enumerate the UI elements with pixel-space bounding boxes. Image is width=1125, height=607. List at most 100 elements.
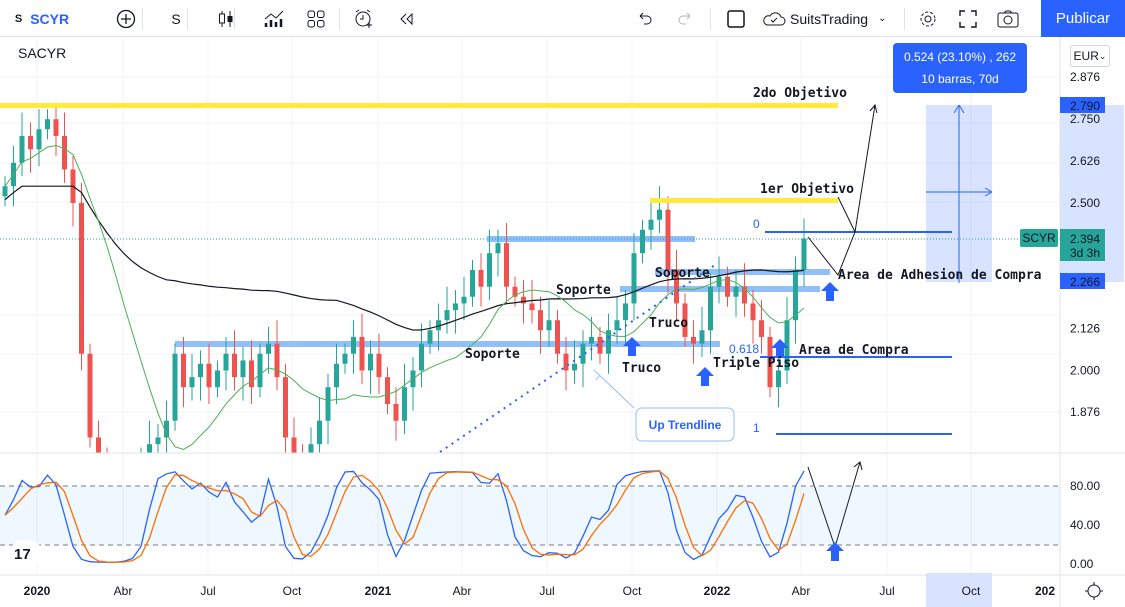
candle	[597, 336, 603, 354]
buy-arrow-icon	[826, 542, 844, 561]
candle	[750, 303, 756, 321]
symbol-button[interactable]: S SCYR	[12, 0, 72, 37]
time-tick: Jul	[879, 584, 894, 598]
support-zone	[175, 341, 720, 347]
candle	[563, 353, 569, 371]
osc-band	[0, 486, 1060, 545]
publish-button[interactable]: Publicar	[1041, 0, 1125, 37]
candle	[487, 253, 492, 287]
candle	[572, 363, 577, 371]
uptrend-label: Up Trendline	[649, 418, 722, 432]
adhesion-label: Area de Adhesion de Compra	[838, 268, 1042, 283]
measure-line1: 0.524 (23.10%) , 262	[903, 50, 1017, 64]
candle	[725, 276, 730, 297]
buy-arrow-icon	[771, 339, 789, 358]
candle	[359, 336, 365, 371]
alert-icon[interactable]	[352, 0, 376, 37]
candle	[699, 330, 705, 344]
support-label: Soporte	[556, 283, 611, 298]
account-menu[interactable]: SuitsTrading ⌄	[761, 0, 901, 37]
layouts-icon[interactable]	[304, 0, 328, 37]
candle	[427, 330, 433, 344]
osc-levels	[0, 485, 1060, 546]
bar-countdown: 3d 3h	[1070, 246, 1100, 260]
candle	[105, 471, 110, 488]
price-tick: 1.876	[1070, 405, 1100, 419]
buy-arrows	[623, 282, 844, 561]
interval-button[interactable]: S	[171, 10, 181, 27]
candle	[708, 286, 713, 331]
candle	[300, 454, 305, 464]
candle	[62, 135, 67, 170]
fullscreen-icon[interactable]	[956, 0, 980, 37]
candle	[147, 444, 152, 453]
candle	[325, 387, 331, 421]
support-zone	[655, 269, 830, 275]
candle	[385, 377, 390, 404]
upper-price-badge	[1060, 97, 1105, 113]
price-axis[interactable]: 2.876 2.750 2.626 2.500 2.126 2.000 1.876 80.00…	[1070, 70, 1100, 571]
support-zone	[620, 286, 820, 292]
undo-icon[interactable]	[634, 0, 656, 37]
fib-618-label: 0.618	[729, 342, 759, 356]
time-tick: 2022	[704, 584, 731, 598]
settings-icon[interactable]	[1085, 582, 1103, 600]
redo-icon[interactable]	[674, 0, 696, 37]
time-tick: Oct	[962, 584, 981, 598]
time-tick: Oct	[623, 584, 642, 598]
candles-icon[interactable]	[214, 0, 238, 37]
candle	[393, 403, 399, 421]
price-chart[interactable]: Up Trendline 2do Objetivo 1er Objetivo S…	[0, 37, 1125, 607]
truco-label: Truco	[649, 316, 688, 331]
candle	[53, 119, 59, 136]
upper-price-value: 2.790	[1070, 99, 1100, 113]
candle	[580, 343, 586, 364]
objective2-line	[0, 103, 838, 108]
time-tick: Abr	[453, 584, 472, 598]
add-symbol-icon[interactable]	[114, 0, 138, 37]
candle	[470, 269, 475, 297]
tradingview-logo-icon[interactable]: 17	[10, 540, 42, 566]
buy-arrow-icon	[623, 337, 641, 356]
replay-icon[interactable]	[394, 0, 418, 37]
candle	[555, 320, 560, 354]
currency-select[interactable]: EUR ⌄	[1070, 45, 1110, 67]
candle	[461, 296, 467, 304]
camera-icon[interactable]	[995, 0, 1021, 37]
candle	[215, 370, 220, 388]
support-label: Soporte	[465, 347, 520, 362]
candle	[28, 135, 33, 150]
time-axis-highlight	[926, 573, 992, 607]
objective1-label: 1er Objetivo	[760, 182, 854, 197]
candle	[436, 320, 441, 331]
osc-tick: 0.00	[1070, 557, 1094, 571]
time-axis[interactable]: 2020 Abr Jul Oct 2021 Abr Jul Oct 2022 Abr Jul Oct 2…	[24, 584, 1056, 598]
candle	[257, 353, 263, 388]
candle	[657, 209, 662, 220]
square-icon[interactable]	[724, 0, 748, 37]
candle	[759, 320, 764, 337]
time-tick: 2020	[24, 584, 51, 598]
candle	[648, 219, 654, 230]
candle	[308, 444, 314, 453]
candle	[334, 363, 339, 388]
objective1-line	[650, 198, 838, 203]
support-label: Soporte	[655, 266, 710, 281]
candle	[266, 343, 271, 354]
candle	[614, 320, 620, 331]
candle	[2, 186, 8, 197]
chart-title: SACYR	[18, 45, 67, 61]
indicators-icon[interactable]	[262, 0, 286, 37]
time-tick: 2021	[365, 584, 392, 598]
gear-icon[interactable]	[916, 0, 940, 37]
candle	[801, 238, 807, 270]
time-tick: Abr	[114, 584, 133, 598]
candle	[767, 336, 773, 388]
candle	[716, 276, 722, 287]
buy-arrow-icon	[821, 282, 839, 301]
price-tick: 2.500	[1070, 196, 1100, 210]
candle	[139, 464, 144, 487]
candle	[674, 269, 679, 304]
time-tick: Jul	[200, 584, 215, 598]
price-tick: 2.000	[1070, 363, 1100, 377]
